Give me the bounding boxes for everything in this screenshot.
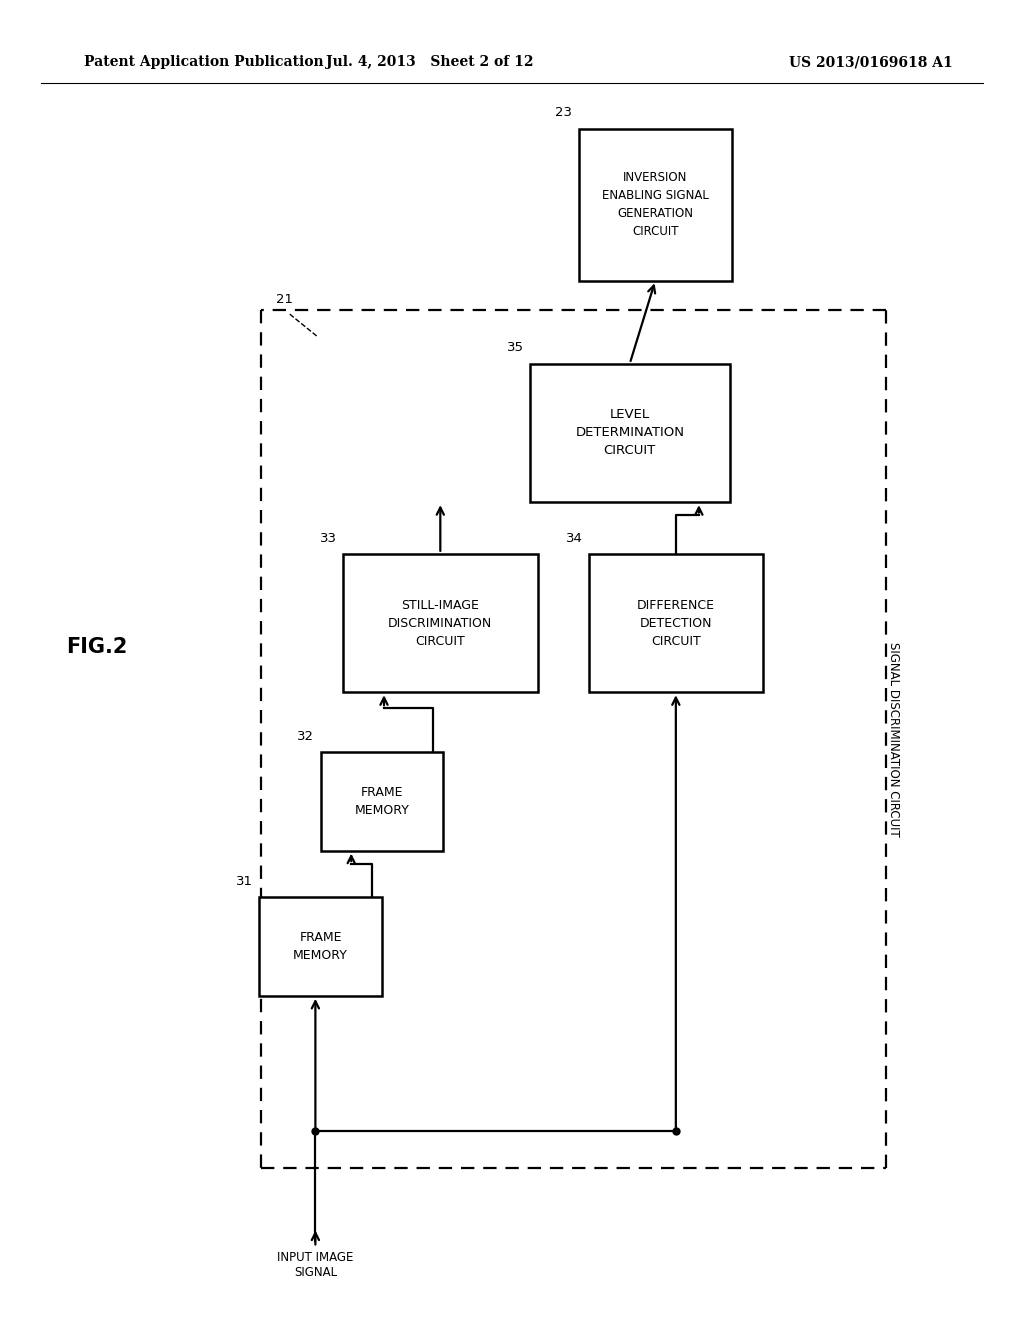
Bar [579, 129, 732, 281]
Text: INPUT IMAGE
SIGNAL: INPUT IMAGE SIGNAL [278, 1251, 353, 1279]
Text: 34: 34 [566, 532, 583, 544]
Text: DIFFERENCE
DETECTION
CIRCUIT: DIFFERENCE DETECTION CIRCUIT [637, 598, 715, 648]
Bar [530, 363, 729, 502]
Text: 32: 32 [297, 730, 314, 742]
Text: STILL-IMAGE
DISCRIMINATION
CIRCUIT: STILL-IMAGE DISCRIMINATION CIRCUIT [388, 598, 493, 648]
Text: FIG.2: FIG.2 [67, 636, 128, 657]
Text: FRAME
MEMORY: FRAME MEMORY [354, 785, 410, 817]
Text: US 2013/0169618 A1: US 2013/0169618 A1 [788, 55, 952, 70]
Text: INVERSION
ENABLING SIGNAL
GENERATION
CIRCUIT: INVERSION ENABLING SIGNAL GENERATION CIR… [602, 172, 709, 238]
Bar [259, 898, 382, 997]
Bar [589, 554, 763, 692]
Text: 23: 23 [555, 107, 572, 120]
Text: 33: 33 [319, 532, 337, 544]
Bar [343, 554, 538, 692]
Text: SIGNAL DISCRIMINATION CIRCUIT: SIGNAL DISCRIMINATION CIRCUIT [888, 642, 900, 837]
Text: 31: 31 [236, 875, 253, 888]
Text: LEVEL
DETERMINATION
CIRCUIT: LEVEL DETERMINATION CIRCUIT [575, 408, 684, 458]
Text: Patent Application Publication: Patent Application Publication [84, 55, 324, 70]
Text: Jul. 4, 2013   Sheet 2 of 12: Jul. 4, 2013 Sheet 2 of 12 [327, 55, 534, 70]
Text: 35: 35 [507, 342, 523, 354]
Text: FRAME
MEMORY: FRAME MEMORY [293, 931, 348, 962]
Bar [321, 751, 443, 850]
Text: 21: 21 [276, 293, 294, 306]
